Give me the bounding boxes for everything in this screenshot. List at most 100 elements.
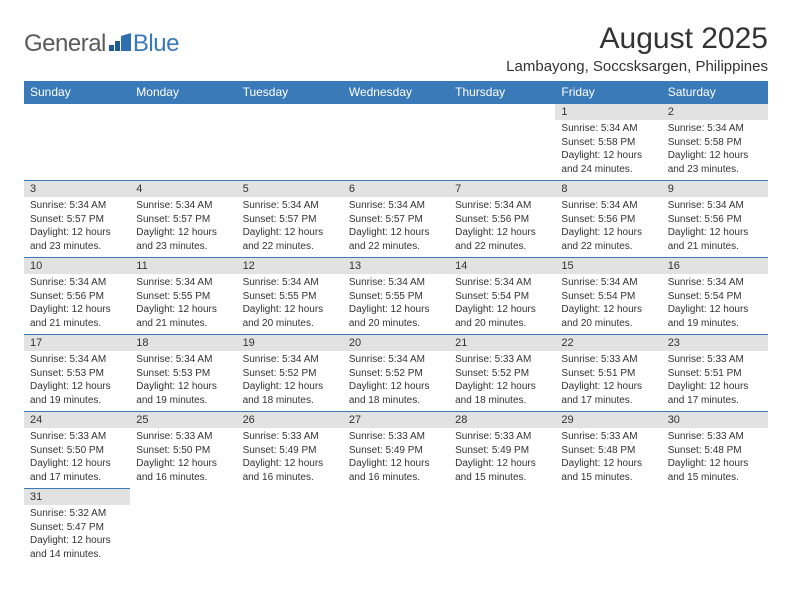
calendar-cell: 3Sunrise: 5:34 AMSunset: 5:57 PMDaylight… [24, 181, 130, 258]
calendar-cell: 14Sunrise: 5:34 AMSunset: 5:54 PMDayligh… [449, 258, 555, 335]
daylight-text: Daylight: 12 hours and 18 minutes. [349, 380, 443, 407]
calendar-cell [24, 104, 130, 181]
calendar-cell: 13Sunrise: 5:34 AMSunset: 5:55 PMDayligh… [343, 258, 449, 335]
sunrise-text: Sunrise: 5:34 AM [455, 199, 549, 213]
sunset-text: Sunset: 5:56 PM [455, 213, 549, 227]
calendar-cell: 28Sunrise: 5:33 AMSunset: 5:49 PMDayligh… [449, 412, 555, 489]
calendar-cell: 25Sunrise: 5:33 AMSunset: 5:50 PMDayligh… [130, 412, 236, 489]
daylight-text: Daylight: 12 hours and 17 minutes. [561, 380, 655, 407]
sunset-text: Sunset: 5:49 PM [349, 444, 443, 458]
sunset-text: Sunset: 5:53 PM [30, 367, 124, 381]
month-title: August 2025 [506, 22, 768, 56]
sunset-text: Sunset: 5:54 PM [455, 290, 549, 304]
day-details: Sunrise: 5:34 AMSunset: 5:57 PMDaylight:… [130, 197, 236, 257]
calendar-cell [237, 489, 343, 566]
sunrise-text: Sunrise: 5:34 AM [30, 353, 124, 367]
day-details: Sunrise: 5:34 AMSunset: 5:56 PMDaylight:… [24, 274, 130, 334]
calendar-row: 3Sunrise: 5:34 AMSunset: 5:57 PMDaylight… [24, 181, 768, 258]
day-details: Sunrise: 5:33 AMSunset: 5:48 PMDaylight:… [662, 428, 768, 488]
sunset-text: Sunset: 5:54 PM [668, 290, 762, 304]
calendar-cell: 4Sunrise: 5:34 AMSunset: 5:57 PMDaylight… [130, 181, 236, 258]
title-block: August 2025 Lambayong, Soccsksargen, Phi… [506, 22, 768, 75]
calendar-table: Sunday Monday Tuesday Wednesday Thursday… [24, 81, 768, 565]
day-number: 8 [555, 181, 661, 197]
calendar-cell: 18Sunrise: 5:34 AMSunset: 5:53 PMDayligh… [130, 335, 236, 412]
daylight-text: Daylight: 12 hours and 23 minutes. [30, 226, 124, 253]
daylight-text: Daylight: 12 hours and 22 minutes. [455, 226, 549, 253]
sunrise-text: Sunrise: 5:34 AM [243, 199, 337, 213]
day-details: Sunrise: 5:33 AMSunset: 5:51 PMDaylight:… [662, 351, 768, 411]
daylight-text: Daylight: 12 hours and 20 minutes. [455, 303, 549, 330]
sunset-text: Sunset: 5:55 PM [349, 290, 443, 304]
day-details: Sunrise: 5:34 AMSunset: 5:52 PMDaylight:… [237, 351, 343, 411]
daylight-text: Daylight: 12 hours and 18 minutes. [455, 380, 549, 407]
sunrise-text: Sunrise: 5:32 AM [30, 507, 124, 521]
day-number: 13 [343, 258, 449, 274]
calendar-cell: 9Sunrise: 5:34 AMSunset: 5:56 PMDaylight… [662, 181, 768, 258]
sunrise-text: Sunrise: 5:33 AM [561, 430, 655, 444]
calendar-cell [237, 104, 343, 181]
logo-text-general: General [24, 30, 106, 58]
sunset-text: Sunset: 5:52 PM [243, 367, 337, 381]
sunrise-text: Sunrise: 5:34 AM [561, 122, 655, 136]
day-number: 9 [662, 181, 768, 197]
day-number: 4 [130, 181, 236, 197]
sunset-text: Sunset: 5:57 PM [30, 213, 124, 227]
calendar-cell: 8Sunrise: 5:34 AMSunset: 5:56 PMDaylight… [555, 181, 661, 258]
day-details: Sunrise: 5:34 AMSunset: 5:56 PMDaylight:… [555, 197, 661, 257]
calendar-cell: 16Sunrise: 5:34 AMSunset: 5:54 PMDayligh… [662, 258, 768, 335]
header: General Blue August 2025 Lambayong, Socc… [24, 22, 768, 75]
day-number: 12 [237, 258, 343, 274]
sunset-text: Sunset: 5:51 PM [561, 367, 655, 381]
sunset-text: Sunset: 5:57 PM [349, 213, 443, 227]
day-details: Sunrise: 5:34 AMSunset: 5:57 PMDaylight:… [24, 197, 130, 257]
day-details: Sunrise: 5:34 AMSunset: 5:58 PMDaylight:… [662, 120, 768, 180]
sunset-text: Sunset: 5:51 PM [668, 367, 762, 381]
day-details: Sunrise: 5:32 AMSunset: 5:47 PMDaylight:… [24, 505, 130, 565]
sunrise-text: Sunrise: 5:34 AM [668, 122, 762, 136]
daylight-text: Daylight: 12 hours and 20 minutes. [349, 303, 443, 330]
day-details: Sunrise: 5:34 AMSunset: 5:54 PMDaylight:… [662, 274, 768, 334]
day-number: 7 [449, 181, 555, 197]
daylight-text: Daylight: 12 hours and 24 minutes. [561, 149, 655, 176]
sunset-text: Sunset: 5:49 PM [243, 444, 337, 458]
day-number: 19 [237, 335, 343, 351]
calendar-cell: 19Sunrise: 5:34 AMSunset: 5:52 PMDayligh… [237, 335, 343, 412]
day-details: Sunrise: 5:34 AMSunset: 5:54 PMDaylight:… [555, 274, 661, 334]
calendar-cell: 31Sunrise: 5:32 AMSunset: 5:47 PMDayligh… [24, 489, 130, 566]
sunrise-text: Sunrise: 5:34 AM [349, 353, 443, 367]
weekday-header: Monday [130, 81, 236, 104]
day-number: 21 [449, 335, 555, 351]
location: Lambayong, Soccsksargen, Philippines [506, 58, 768, 75]
sunrise-text: Sunrise: 5:34 AM [668, 199, 762, 213]
daylight-text: Daylight: 12 hours and 22 minutes. [243, 226, 337, 253]
daylight-text: Daylight: 12 hours and 22 minutes. [349, 226, 443, 253]
daylight-text: Daylight: 12 hours and 19 minutes. [30, 380, 124, 407]
daylight-text: Daylight: 12 hours and 15 minutes. [561, 457, 655, 484]
sunrise-text: Sunrise: 5:34 AM [561, 276, 655, 290]
day-number: 1 [555, 104, 661, 120]
day-details: Sunrise: 5:34 AMSunset: 5:55 PMDaylight:… [343, 274, 449, 334]
sunrise-text: Sunrise: 5:34 AM [243, 353, 337, 367]
daylight-text: Daylight: 12 hours and 14 minutes. [30, 534, 124, 561]
day-details: Sunrise: 5:33 AMSunset: 5:52 PMDaylight:… [449, 351, 555, 411]
weekday-header: Sunday [24, 81, 130, 104]
sunrise-text: Sunrise: 5:34 AM [349, 199, 443, 213]
day-number: 11 [130, 258, 236, 274]
day-number: 10 [24, 258, 130, 274]
day-details: Sunrise: 5:33 AMSunset: 5:50 PMDaylight:… [130, 428, 236, 488]
sunset-text: Sunset: 5:57 PM [136, 213, 230, 227]
daylight-text: Daylight: 12 hours and 17 minutes. [668, 380, 762, 407]
sunset-text: Sunset: 5:53 PM [136, 367, 230, 381]
calendar-cell [449, 104, 555, 181]
calendar-cell: 1 Sunrise: 5:34 AMSunset: 5:58 PMDaylight… [555, 104, 661, 181]
logo: General Blue [24, 30, 179, 58]
sunset-text: Sunset: 5:58 PM [561, 136, 655, 150]
day-number: 29 [555, 412, 661, 428]
calendar-cell [555, 489, 661, 566]
sunset-text: Sunset: 5:57 PM [243, 213, 337, 227]
sunrise-text: Sunrise: 5:33 AM [349, 430, 443, 444]
calendar-row: 31Sunrise: 5:32 AMSunset: 5:47 PMDayligh… [24, 489, 768, 566]
calendar-cell: 30Sunrise: 5:33 AMSunset: 5:48 PMDayligh… [662, 412, 768, 489]
day-number: 26 [237, 412, 343, 428]
